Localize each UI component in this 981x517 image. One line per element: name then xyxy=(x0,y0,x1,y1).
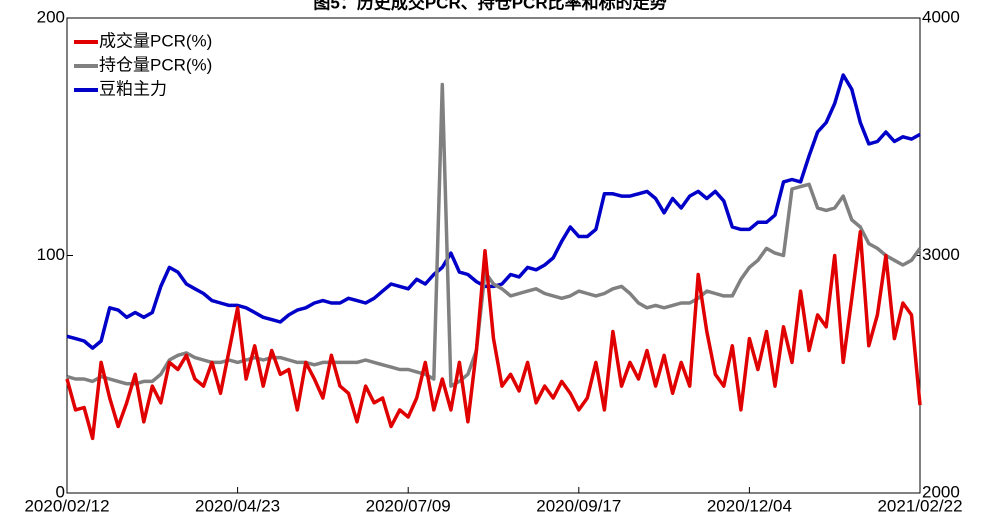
x-tick-label: 2020/04/23 xyxy=(195,496,280,515)
x-tick-label: 2021/02/22 xyxy=(877,496,962,515)
series-line xyxy=(66,82,922,388)
y2-tick-label: 2000 xyxy=(922,482,960,501)
y2-tick-label: 3000 xyxy=(922,245,960,264)
x-tick-label: 2020/02/12 xyxy=(24,496,109,515)
legend-label: 持仓量PCR(%) xyxy=(99,55,212,74)
legend-label: 豆粕主力 xyxy=(99,79,167,98)
x-tick-label: 2020/09/17 xyxy=(536,496,621,515)
y2-tick-label: 4000 xyxy=(922,7,960,26)
plot-frame xyxy=(66,17,921,494)
y-tick-label: 200 xyxy=(37,7,65,26)
x-tick-label: 2020/12/04 xyxy=(707,496,792,515)
x-tick-label: 2020/07/09 xyxy=(366,496,451,515)
series-line xyxy=(65,230,922,441)
chart-title: 图5：历史成交PCR、持仓PCR比率和标的走势 xyxy=(313,0,666,12)
y-tick-label: 0 xyxy=(56,482,65,501)
legend-label: 成交量PCR(%) xyxy=(99,31,212,50)
y-tick-label: 100 xyxy=(37,245,65,264)
series-line xyxy=(66,73,921,350)
